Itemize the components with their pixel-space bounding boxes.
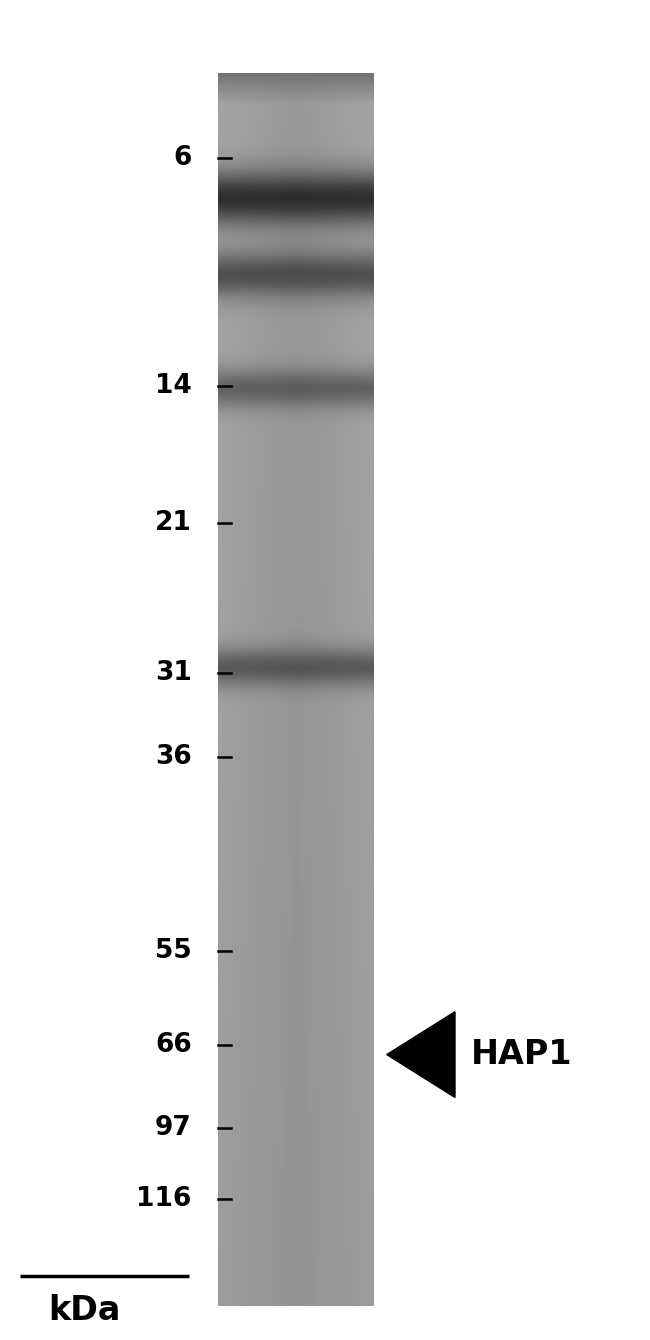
Text: kDa: kDa [48,1294,121,1327]
Text: HAP1: HAP1 [471,1038,573,1071]
Text: 14: 14 [155,373,192,399]
Polygon shape [387,1012,455,1097]
Text: 6: 6 [174,145,192,172]
Text: 21: 21 [155,509,192,536]
Text: 31: 31 [155,659,192,686]
Text: 66: 66 [155,1032,192,1059]
Text: 116: 116 [136,1186,192,1213]
Text: 55: 55 [155,938,192,965]
Text: 97: 97 [155,1115,192,1142]
Text: 36: 36 [155,744,192,770]
